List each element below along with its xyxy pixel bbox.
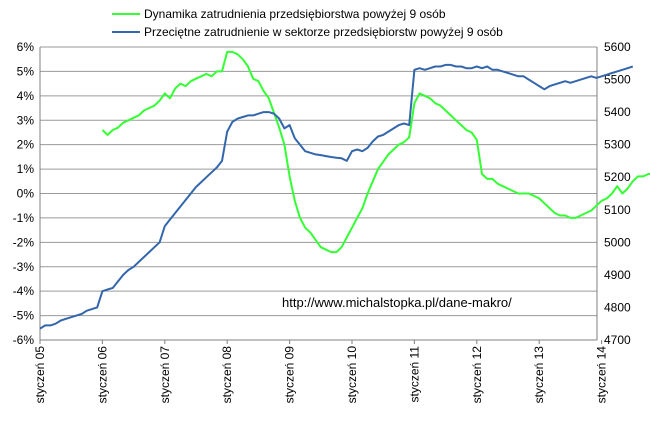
- legend: Dynamika zatrudnienia przedsiębiorstwa p…: [112, 7, 503, 39]
- x-tick-label: styczeń 11: [407, 346, 421, 403]
- y-right-tick-label: 4900: [604, 268, 631, 282]
- y-left-tick-label: 4%: [17, 89, 35, 103]
- y-left-tick-label: -5%: [13, 309, 35, 323]
- y-right-tick-label: 5200: [604, 170, 631, 184]
- y-left-tick-label: 5%: [17, 64, 35, 78]
- source-url-annotation: http://www.michalstopka.pl/dane-makro/: [282, 295, 512, 310]
- x-tick-label: styczeń 10: [345, 346, 359, 404]
- y-left-tick-label: -1%: [13, 211, 35, 225]
- x-tick-label: styczeń 06: [95, 346, 109, 404]
- legend-label-przecietne: Przeciętne zatrudnienie w sektorze przed…: [144, 25, 503, 39]
- y-left-tick-label: 6%: [17, 40, 35, 54]
- axes: [39, 47, 603, 344]
- x-tick-label: styczeń 08: [220, 346, 234, 404]
- y-left-tick-label: 0%: [17, 187, 35, 201]
- grid-lines: [40, 46, 597, 341]
- y-right-tick-label: 5500: [604, 73, 631, 87]
- x-tick-label: styczeń 12: [470, 346, 484, 404]
- y-right-tick-label: 5400: [604, 105, 631, 119]
- x-tick-label: styczeń 13: [532, 346, 546, 404]
- x-tick-label: styczeń 14: [595, 346, 609, 404]
- y-right-tick-label: 5300: [604, 138, 631, 152]
- y-left-tick-label: -4%: [13, 284, 35, 298]
- y-right-tick-label: 5600: [604, 40, 631, 54]
- y-right-tick-label: 5000: [604, 235, 631, 249]
- y-left-tick-label: 1%: [17, 162, 35, 176]
- x-tick-label: styczeń 05: [33, 346, 47, 404]
- y-left-tick-label: -2%: [13, 235, 35, 249]
- series-line-dynamika: [101, 50, 650, 254]
- series-lines: [39, 50, 650, 330]
- x-tick-label: styczeń 09: [283, 346, 297, 404]
- y-left-tick-label: 2%: [17, 138, 35, 152]
- y-left-tick-label: -3%: [13, 260, 35, 274]
- y-right-tick-label: 4800: [604, 300, 631, 314]
- y-right-tick-label: 5100: [604, 203, 631, 217]
- y-left-tick-label: -6%: [13, 333, 35, 347]
- y-right-tick-label: 4700: [604, 333, 631, 347]
- y-left-tick-label: 3%: [17, 113, 35, 127]
- legend-label-dynamika: Dynamika zatrudnienia przedsiębiorstwa p…: [144, 7, 446, 21]
- tick-labels: -6% -5% -4% -3% -2% -1% 0% 1% 2% 3% 4% 5% 6% 4700 4800…: [13, 40, 631, 403]
- x-tick-label: styczeń 07: [158, 346, 172, 404]
- series-line-przecietne: [39, 63, 634, 330]
